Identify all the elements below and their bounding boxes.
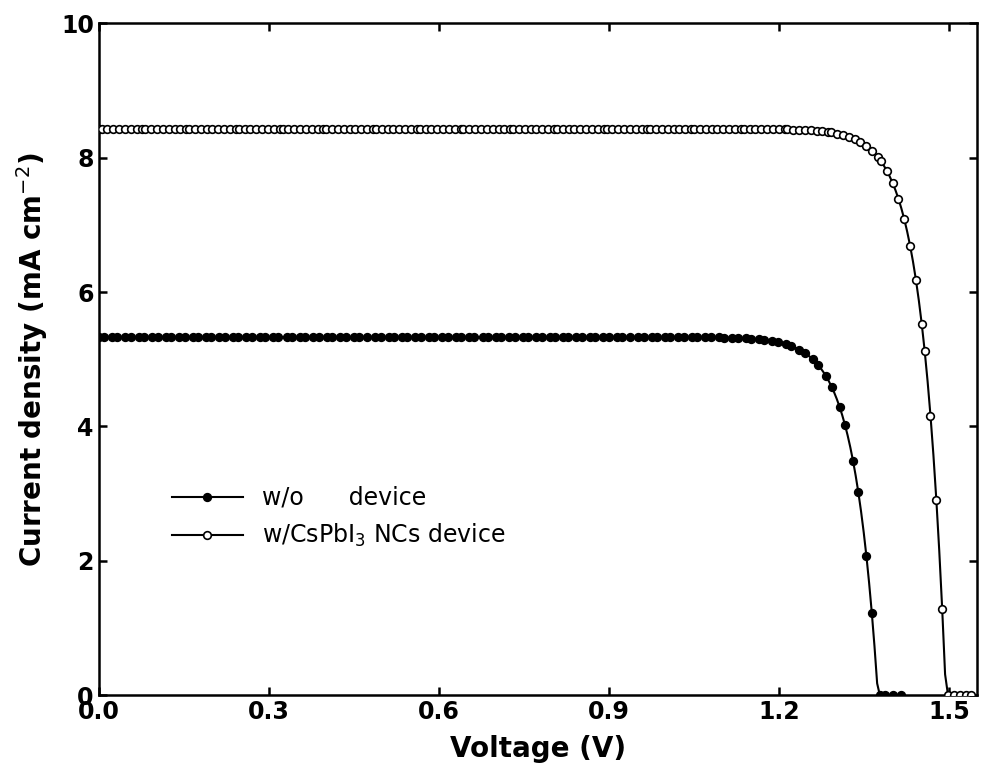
- Y-axis label: Current density (mA cm$^{-2}$): Current density (mA cm$^{-2}$): [14, 152, 50, 566]
- Legend: w/o      device, w/CsPbI$_3$ NCs device: w/o device, w/CsPbI$_3$ NCs device: [171, 486, 505, 549]
- X-axis label: Voltage (V): Voltage (V): [450, 735, 626, 763]
